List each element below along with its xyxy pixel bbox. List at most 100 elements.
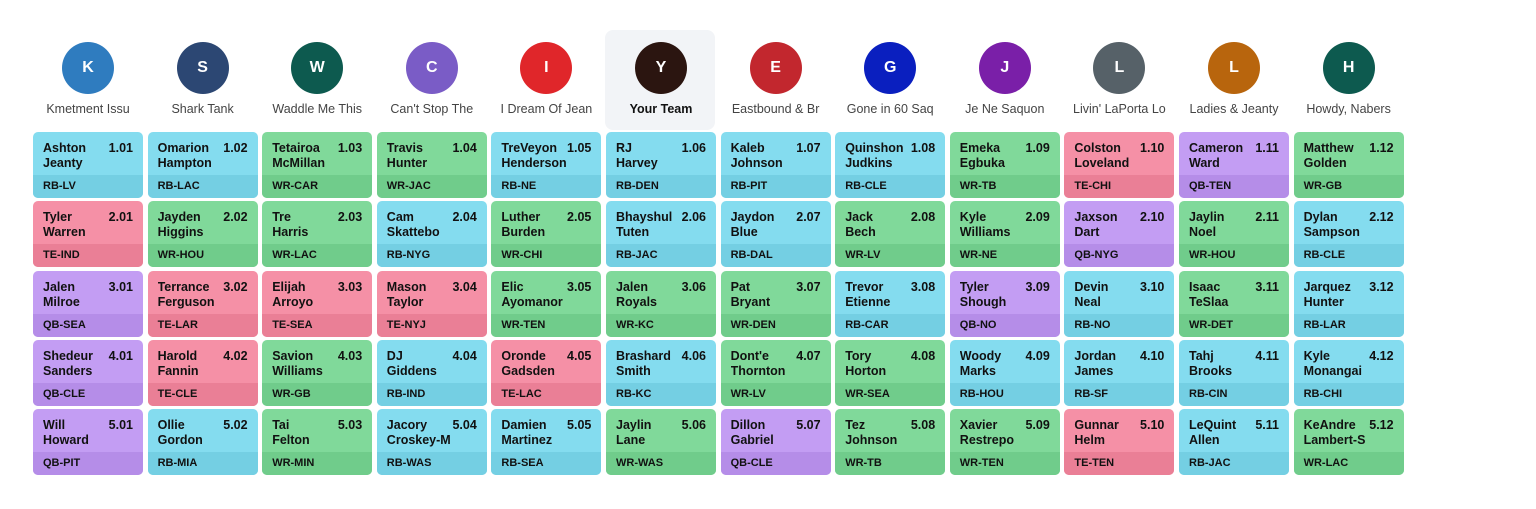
pick-card[interactable]: Bhayshul Tuten 2.06 RB-JAC	[606, 201, 716, 268]
pick-card[interactable]: Will Howard 5.01 QB-PIT	[33, 409, 143, 476]
pick-card[interactable]: Woody Marks 4.09 RB-HOU	[949, 339, 1060, 406]
pick-card[interactable]: Tre Harris 2.03 WR-LAC	[262, 201, 373, 268]
pick-card[interactable]: Damien Martinez 5.05 RB-SEA	[491, 409, 602, 476]
pick-card[interactable]: Gunnar Helm 5.10 TE-TEN	[1064, 409, 1175, 476]
pick-card[interactable]: LeQuint Allen 5.11 RB-JAC	[1179, 409, 1289, 476]
first-name: Bhayshul	[616, 210, 673, 225]
position-team: RB-JAC	[606, 244, 716, 268]
first-name: Tyler	[959, 279, 989, 294]
pick-card[interactable]: Jaylin Noel 2.11 WR-HOU	[1179, 201, 1289, 268]
pick-card[interactable]: KeAndre Lambert-S 5.12 WR-LAC	[1293, 409, 1404, 476]
pick-card[interactable]: Jaydon Blue 2.07 RB-DAL	[720, 201, 831, 268]
pick-card[interactable]: Brashard Smith 4.06 RB-KC	[606, 339, 716, 406]
pick-card[interactable]: Travis Hunter 1.04 WR-JAC	[376, 132, 487, 198]
pick-card[interactable]: Jack Bech 2.08 WR-LV	[835, 201, 946, 268]
position-team: RB-CAR	[835, 313, 946, 337]
pick-number: 5.03	[337, 418, 363, 433]
pick-card[interactable]: Tyler Warren 2.01 TE-IND	[33, 201, 143, 268]
last-name: James	[1074, 363, 1114, 378]
pick-card[interactable]: Jalen Royals 3.06 WR-KC	[606, 270, 716, 337]
pick-card[interactable]: Trevor Etienne 3.08 RB-CAR	[835, 270, 946, 337]
last-name: Golden	[1303, 156, 1347, 170]
first-name: Tai	[272, 418, 290, 433]
pick-card[interactable]: Cameron Ward 1.11 QB-TEN	[1179, 132, 1289, 198]
player-name: Kyle Monangai	[1304, 349, 1370, 379]
last-name: Shough	[959, 294, 1007, 309]
player-name: Elic Ayomanor	[501, 280, 567, 310]
pick-card[interactable]: Dillon Gabriel 5.07 QB-CLE	[720, 409, 831, 476]
pick-card[interactable]: Colston Loveland 1.10 TE-CHI	[1064, 132, 1175, 198]
last-name: Loveland	[1074, 156, 1130, 170]
pick-card[interactable]: Omarion Hampton 1.02 RB-LAC	[147, 132, 258, 198]
pick-card[interactable]: Harold Fannin 4.02 TE-CLE	[147, 339, 258, 406]
pick-card[interactable]: Jaylin Lane 5.06 WR-WAS	[606, 409, 716, 476]
last-name: Monangai	[1303, 363, 1362, 378]
pick-card[interactable]: Tetairoa McMillan 1.03 WR-CAR	[262, 132, 373, 198]
last-name: Horton	[845, 363, 887, 378]
pick-card[interactable]: Jalen Milroe 3.01 QB-SEA	[33, 270, 143, 337]
pick-number: 4.01	[108, 348, 133, 363]
position-team: WR-HOU	[1179, 244, 1289, 268]
first-name: Tez	[845, 418, 866, 433]
first-name: Isaac	[1189, 279, 1221, 294]
pick-number: 1.04	[452, 141, 477, 155]
player-name: Jaydon Blue	[731, 210, 797, 240]
pick-card[interactable]: Elic Ayomanor 3.05 WR-TEN	[491, 270, 602, 337]
pick-card[interactable]: Mason Taylor 3.04 TE-NYJ	[376, 270, 487, 337]
pick-card[interactable]: TreVeyon Henderson 1.05 RB-NE	[491, 132, 602, 198]
player-name: DJ Giddens	[387, 349, 453, 379]
player-name: Brashard Smith	[616, 349, 682, 379]
pick-card[interactable]: Jayden Higgins 2.02 WR-HOU	[147, 201, 258, 268]
pick-card[interactable]: Matthew Golden 1.12 WR-GB	[1293, 132, 1404, 198]
pick-card[interactable]: Devin Neal 3.10 RB-NO	[1064, 270, 1175, 337]
pick-card[interactable]: DJ Giddens 4.04 RB-IND	[376, 339, 487, 406]
pick-card[interactable]: Kyle Williams 2.09 WR-NE	[949, 201, 1060, 268]
pick-card[interactable]: Tez Johnson 5.08 WR-TB	[835, 409, 946, 476]
pick-card[interactable]: Dylan Sampson 2.12 RB-CLE	[1293, 201, 1404, 268]
first-name: Dylan	[1303, 210, 1338, 225]
pick-number: 5.02	[223, 418, 248, 433]
team-avatar: L	[1208, 42, 1260, 94]
pick-card[interactable]: Jacory Croskey-M 5.04 RB-WAS	[376, 409, 487, 476]
pick-card[interactable]: Tahj Brooks 4.11 RB-CIN	[1179, 339, 1289, 406]
pick-card[interactable]: Jarquez Hunter 3.12 RB-LAR	[1293, 270, 1404, 337]
team-name: Eastbound & Br	[731, 102, 820, 116]
pick-card[interactable]: Savion Williams 4.03 WR-GB	[262, 339, 373, 406]
first-name: Jack	[845, 210, 873, 225]
pick-card[interactable]: Terrance Ferguson 3.02 TE-LAR	[147, 270, 258, 337]
pick-card[interactable]: Emeka Egbuka 1.09 WR-TB	[949, 132, 1060, 198]
last-name: TeSlaa	[1189, 294, 1229, 309]
pick-card[interactable]: Dont'e Thornton 4.07 WR-LV	[720, 339, 831, 406]
pick-card[interactable]: Ashton Jeanty 1.01 RB-LV	[33, 132, 143, 198]
first-name: Omarion	[157, 141, 209, 155]
pick-card[interactable]: Oronde Gadsden 4.05 TE-LAC	[491, 339, 602, 406]
last-name: Johnson	[730, 156, 783, 170]
pick-card[interactable]: Kyle Monangai 4.12 RB-CHI	[1293, 339, 1404, 406]
first-name: RJ	[616, 141, 632, 155]
pick-card[interactable]: Tyler Shough 3.09 QB-NO	[949, 270, 1060, 337]
pick-card[interactable]: Tai Felton 5.03 WR-MIN	[262, 409, 373, 476]
pick-card[interactable]: Isaac TeSlaa 3.11 WR-DET	[1179, 270, 1289, 337]
pick-card[interactable]: Jordan James 4.10 RB-SF	[1064, 339, 1175, 406]
pick-number: 2.03	[337, 210, 363, 225]
pick-card[interactable]: Xavier Restrepo 5.09 WR-TEN	[949, 409, 1060, 476]
pick-card[interactable]: Ollie Gordon 5.02 RB-MIA	[147, 409, 258, 476]
last-name: Sampson	[1303, 225, 1360, 240]
position-team: WR-GB	[1293, 175, 1404, 198]
pick-card[interactable]: Kaleb Johnson 1.07 RB-PIT	[720, 132, 831, 198]
pick-card[interactable]: Elijah Arroyo 3.03 TE-SEA	[262, 270, 373, 337]
pick-card[interactable]: Jaxson Dart 2.10 QB-NYG	[1064, 201, 1175, 268]
team-name: Je Ne Saquon	[965, 102, 1045, 116]
pick-card[interactable]: Pat Bryant 3.07 WR-DEN	[720, 270, 831, 337]
first-name: Terrance	[157, 279, 210, 294]
position-team: WR-CHI	[491, 244, 602, 268]
pick-card[interactable]: Shedeur Sanders 4.01 QB-CLE	[33, 339, 143, 406]
first-name: Jaydon	[730, 210, 775, 225]
first-name: Trevor	[845, 279, 884, 294]
pick-card[interactable]: Cam Skattebo 2.04 RB-NYG	[376, 201, 487, 268]
pick-card[interactable]: Quinshon Judkins 1.08 RB-CLE	[835, 132, 946, 198]
pick-card[interactable]: Tory Horton 4.08 WR-SEA	[835, 339, 946, 406]
position-team: WR-GB	[262, 382, 373, 406]
pick-card[interactable]: Luther Burden 2.05 WR-CHI	[491, 201, 602, 268]
pick-card[interactable]: RJ Harvey 1.06 RB-DEN	[606, 132, 716, 198]
